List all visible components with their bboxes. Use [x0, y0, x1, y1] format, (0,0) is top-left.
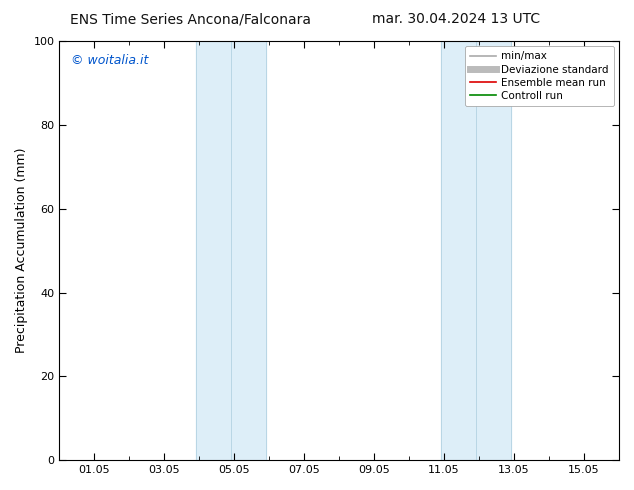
Text: mar. 30.04.2024 13 UTC: mar. 30.04.2024 13 UTC — [372, 12, 541, 26]
Text: ENS Time Series Ancona/Falconara: ENS Time Series Ancona/Falconara — [70, 12, 311, 26]
Bar — [196, 41, 266, 460]
Text: © woitalia.it: © woitalia.it — [70, 53, 148, 67]
Y-axis label: Precipitation Accumulation (mm): Precipitation Accumulation (mm) — [15, 148, 28, 353]
Legend: min/max, Deviazione standard, Ensemble mean run, Controll run: min/max, Deviazione standard, Ensemble m… — [465, 46, 614, 106]
Bar — [441, 41, 510, 460]
